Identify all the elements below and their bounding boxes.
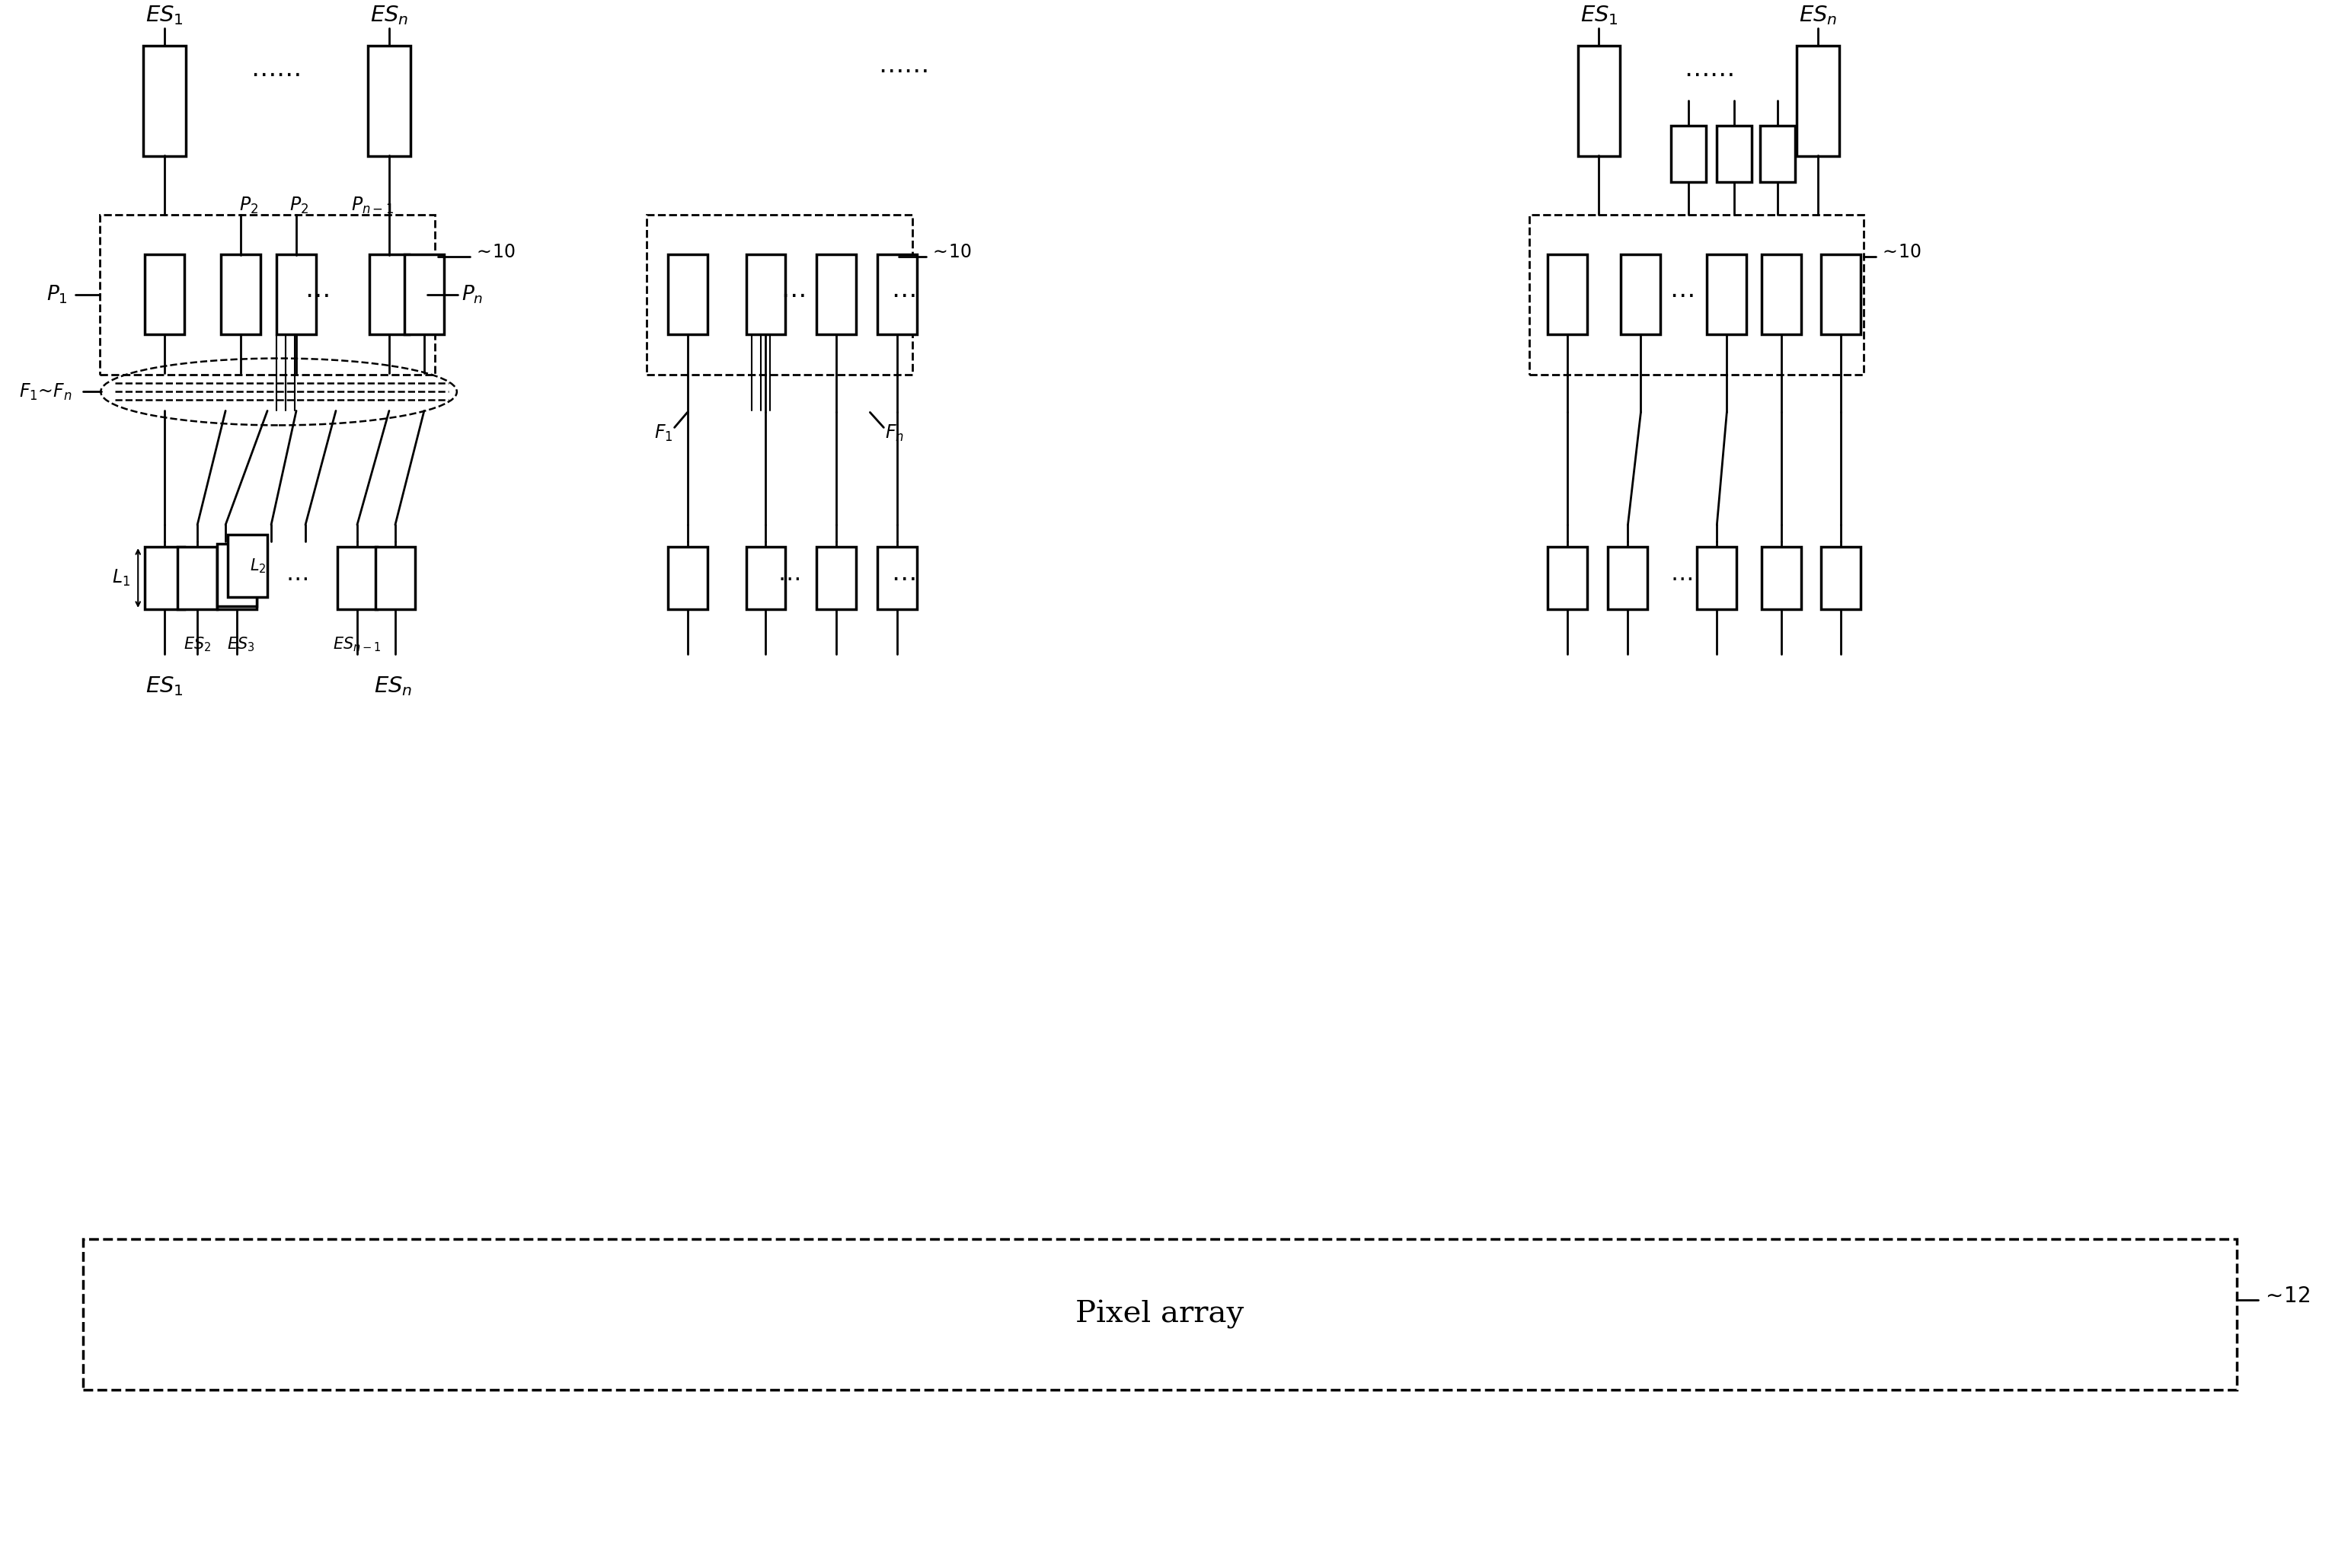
Bar	[667, 547, 707, 610]
Text: Pixel array: Pixel array	[1075, 1300, 1244, 1330]
Text: $L_1$: $L_1$	[113, 568, 131, 588]
Bar	[1822, 254, 1860, 334]
Bar	[1707, 254, 1747, 334]
Bar	[1716, 125, 1752, 182]
Bar	[667, 254, 707, 334]
Bar	[1620, 254, 1660, 334]
Bar	[82, 1239, 2238, 1389]
Bar	[369, 45, 411, 155]
Text: $\sim\!12$: $\sim\!12$	[2261, 1286, 2310, 1306]
Text: $ES_{n-1}$: $ES_{n-1}$	[333, 635, 380, 654]
Bar	[817, 254, 857, 334]
Bar	[101, 215, 434, 375]
Bar	[1672, 125, 1707, 182]
Text: $ES_1$: $ES_1$	[1580, 5, 1618, 27]
Bar	[376, 547, 416, 610]
Text: $ES_2$: $ES_2$	[183, 635, 211, 654]
Text: $\cdots$: $\cdots$	[1669, 282, 1693, 307]
Text: $\cdots\cdots$: $\cdots\cdots$	[878, 58, 927, 83]
Text: $\sim\!10$: $\sim\!10$	[1878, 245, 1921, 262]
Bar	[1547, 547, 1587, 610]
Bar	[646, 215, 913, 375]
Text: $\cdots\cdots$: $\cdots\cdots$	[1684, 61, 1733, 86]
Text: $\cdots$: $\cdots$	[777, 566, 801, 590]
Text: $ES_1$: $ES_1$	[146, 5, 183, 27]
Bar	[1796, 45, 1838, 155]
Text: $P_1$: $P_1$	[47, 284, 68, 306]
Text: $ES_3$: $ES_3$	[228, 635, 254, 654]
Bar	[146, 547, 185, 610]
Bar	[1547, 254, 1587, 334]
Bar	[277, 254, 317, 334]
Bar	[878, 547, 918, 610]
Text: $\cdots$: $\cdots$	[890, 566, 916, 590]
Text: $P_2$: $P_2$	[289, 196, 310, 215]
Bar	[1698, 547, 1738, 610]
Bar	[878, 254, 918, 334]
Text: $ES_n$: $ES_n$	[373, 674, 413, 698]
Bar	[228, 535, 268, 597]
Bar	[1761, 547, 1801, 610]
Text: $\cdots$: $\cdots$	[305, 282, 329, 307]
Bar	[143, 45, 185, 155]
Bar	[369, 254, 409, 334]
Text: $F_n$: $F_n$	[885, 423, 904, 444]
Text: $\sim\!10$: $\sim\!10$	[472, 245, 514, 262]
Bar	[1761, 125, 1796, 182]
Text: $\cdots$: $\cdots$	[890, 282, 916, 307]
Bar	[221, 254, 261, 334]
Text: $\cdots$: $\cdots$	[1669, 566, 1693, 590]
Bar	[216, 547, 256, 610]
Text: $ES_n$: $ES_n$	[371, 5, 409, 27]
Bar	[747, 254, 787, 334]
Text: $\cdots$: $\cdots$	[780, 282, 805, 307]
Bar	[817, 547, 857, 610]
Bar	[178, 547, 216, 610]
Bar	[1608, 547, 1648, 610]
Bar	[1578, 45, 1620, 155]
Text: $\cdots\cdots$: $\cdots\cdots$	[251, 61, 301, 86]
Text: $F_1$: $F_1$	[655, 423, 672, 444]
Bar	[1761, 254, 1801, 334]
Text: $F_1$~$F_n$: $F_1$~$F_n$	[19, 383, 73, 401]
Bar	[338, 547, 378, 610]
Bar	[747, 547, 787, 610]
Bar	[1529, 215, 1864, 375]
Text: $ES_n$: $ES_n$	[1799, 5, 1838, 27]
Bar	[404, 254, 444, 334]
Bar	[216, 544, 256, 607]
Text: $L_2$: $L_2$	[249, 557, 265, 575]
Text: $P_2$: $P_2$	[239, 196, 258, 215]
Bar	[1822, 547, 1860, 610]
Text: $P_n$: $P_n$	[463, 284, 484, 306]
Text: $\sim\!10$: $\sim\!10$	[930, 245, 972, 262]
Text: $\cdots$: $\cdots$	[286, 566, 308, 590]
Bar	[146, 254, 185, 334]
Text: $ES_1$: $ES_1$	[146, 674, 183, 698]
Text: $P_{n-1}$: $P_{n-1}$	[352, 196, 394, 215]
